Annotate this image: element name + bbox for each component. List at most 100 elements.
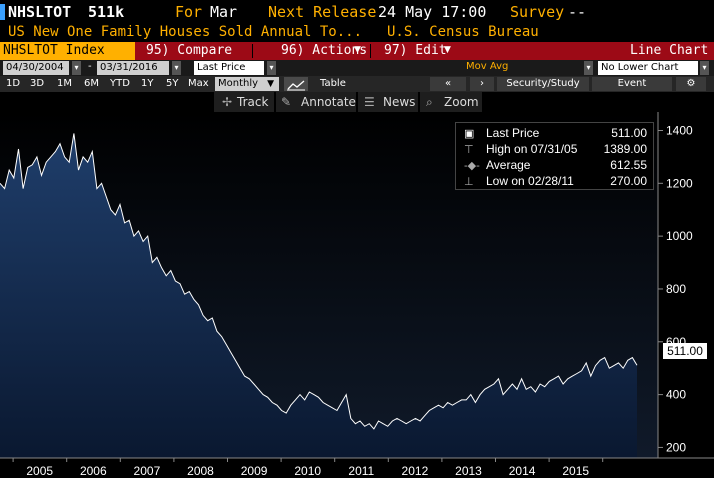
security-description: US New One Family Houses Sold Annual To.… [8, 24, 363, 40]
y-tick-label: 800 [666, 282, 686, 296]
price-field-dropdown-icon[interactable]: ▾ [267, 61, 276, 75]
timeframe-6m[interactable]: 6M [84, 78, 99, 89]
magnifier-icon: ⌕ [426, 95, 433, 109]
pencil-icon: ✎ [281, 95, 292, 109]
legend-high: ⊤ High on 07/31/05 1389.00 [456, 141, 653, 157]
event-button[interactable]: Event [592, 77, 672, 91]
start-date-dropdown-icon[interactable]: ▾ [72, 61, 81, 75]
survey-label: Survey [510, 3, 565, 21]
security-description-row: US New One Family Houses Sold Annual To.… [0, 24, 714, 42]
legend-average: -◆- Average 612.55 [456, 157, 653, 173]
y-tick-label: 1200 [666, 176, 693, 190]
x-tick-label: 2006 [80, 464, 107, 478]
scroll-forward-button[interactable]: › [470, 77, 494, 91]
zoom-label: Zoom [444, 95, 479, 109]
chevron-right-icon: › [480, 78, 484, 89]
x-tick-label: 2007 [134, 464, 161, 478]
chart-view-button[interactable] [284, 77, 308, 91]
period-select[interactable]: Monthly ▼ [215, 77, 279, 91]
next-release-value: 24 May 17:00 [378, 3, 487, 21]
legend-low-label: Low on 02/28/11 [486, 174, 574, 188]
menu-divider [370, 44, 371, 58]
date-range-dash: - [88, 61, 92, 72]
news-tool[interactable]: ☰ News [358, 92, 418, 112]
y-tick-label: 1400 [666, 123, 693, 137]
x-axis: 2004200520062007200820092010201120122013… [12, 458, 604, 478]
price-field-select[interactable]: Last Price [194, 61, 264, 75]
timeframe-ytd[interactable]: YTD [110, 78, 130, 89]
y-tick-label: 1000 [666, 229, 693, 243]
actions-dropdown-icon[interactable]: ▼ [354, 45, 361, 55]
x-tick-label: 2010 [294, 464, 321, 478]
next-release-label: Next Release [268, 3, 377, 21]
annotate-tool[interactable]: ✎ Annotate [276, 92, 356, 112]
edit-dropdown-icon[interactable]: ▼ [444, 45, 451, 55]
compare-button[interactable]: 95) Compare [146, 43, 233, 58]
chart-tools-row: ✢ Track ✎ Annotate ☰ News ⌕ Zoom [0, 92, 714, 112]
edit-button[interactable]: 97) Edit [384, 43, 447, 58]
legend-low: ⊥ Low on 02/28/11 270.00 [456, 173, 653, 189]
index-label-box[interactable]: NHSLTOT Index [0, 42, 135, 60]
timeframe-bar: 1D 3D 1M 6M YTD 1Y 5Y Max Monthly ▼ Tabl… [0, 76, 714, 92]
end-date-dropdown-icon[interactable]: ▾ [172, 61, 181, 75]
timeframe-5y[interactable]: 5Y [166, 78, 179, 89]
legend-last-price: ▣ Last Price 511.00 [456, 125, 653, 141]
survey-value: -- [568, 3, 587, 21]
end-date-field[interactable]: 03/31/2016 [97, 61, 169, 75]
event-label: Event [617, 78, 647, 89]
gear-icon: ⚙ [686, 78, 696, 89]
for-value: Mar [210, 3, 238, 21]
legend-average-value: 612.55 [610, 158, 647, 172]
timeframe-max[interactable]: Max [188, 78, 209, 89]
actions-button[interactable]: 96) Actions [281, 43, 368, 58]
price-area [0, 133, 637, 458]
mov-avg-label[interactable]: Mov Avg [466, 61, 509, 72]
chart-type-label[interactable]: Line Chart [630, 43, 709, 58]
timeframe-1y[interactable]: 1Y [141, 78, 154, 89]
timeframe-3d[interactable]: 3D [30, 78, 45, 89]
for-label: For [175, 3, 203, 21]
lower-chart-dropdown-icon[interactable]: ▾ [700, 61, 709, 75]
start-date-field[interactable]: 04/30/2004 [3, 61, 69, 75]
crosshair-icon: ✢ [222, 95, 233, 109]
menu-bar: NHSLTOT Index 95) Compare 96) Actions ▼ … [0, 42, 714, 60]
chart-legend[interactable]: ▣ Last Price 511.00 ⊤ High on 07/31/05 1… [455, 122, 654, 190]
track-label: Track [237, 95, 269, 109]
y-tick-label: 200 [666, 440, 686, 454]
period-value: Monthly [218, 78, 259, 89]
legend-high-value: 1389.00 [603, 142, 647, 156]
settings-button[interactable]: ⚙ [676, 77, 706, 91]
security-study-button[interactable]: Security/Study [497, 77, 589, 91]
x-tick-label: 2008 [187, 464, 214, 478]
legend-last-price-label: Last Price [486, 126, 540, 140]
legend-toggle-icon[interactable]: ▣ [464, 128, 475, 140]
track-tool[interactable]: ✢ Track [214, 92, 274, 112]
news-label: News [383, 95, 416, 109]
legend-average-label: Average [486, 158, 531, 172]
price-line [0, 133, 638, 430]
ticker-header: NHSLTOT 511k For Mar Next Release 24 May… [0, 0, 714, 24]
scroll-back-button[interactable]: « [430, 77, 466, 91]
timeframe-1m[interactable]: 1M [57, 78, 72, 89]
mov-avg-dropdown-icon[interactable]: ▾ [584, 61, 593, 75]
annotate-label: Annotate [301, 95, 356, 109]
ticker-marker [0, 4, 5, 20]
news-icon: ☰ [364, 95, 375, 109]
timeframe-1d[interactable]: 1D [6, 78, 21, 89]
x-tick-label: 2012 [402, 464, 429, 478]
high-marker-icon: ⊤ [464, 144, 474, 156]
table-button[interactable]: Table [320, 78, 346, 89]
ticker-symbol[interactable]: NHSLTOT [8, 3, 72, 21]
x-tick-label: 2005 [26, 464, 53, 478]
lower-chart-select[interactable]: No Lower Chart [598, 61, 698, 75]
zoom-tool[interactable]: ⌕ Zoom [420, 92, 482, 112]
x-tick-label: 2011 [348, 464, 374, 478]
x-tick-label: 2013 [455, 464, 482, 478]
security-source: U.S. Census Bureau [387, 24, 539, 40]
x-tick-label: 2009 [241, 464, 268, 478]
date-range-row: 04/30/2004 ▾ - 03/31/2016 ▾ Last Price ▾… [0, 60, 714, 76]
y-tick-label: 400 [666, 388, 686, 402]
legend-low-value: 270.00 [610, 174, 647, 188]
ticker-value: 511k [88, 3, 125, 21]
